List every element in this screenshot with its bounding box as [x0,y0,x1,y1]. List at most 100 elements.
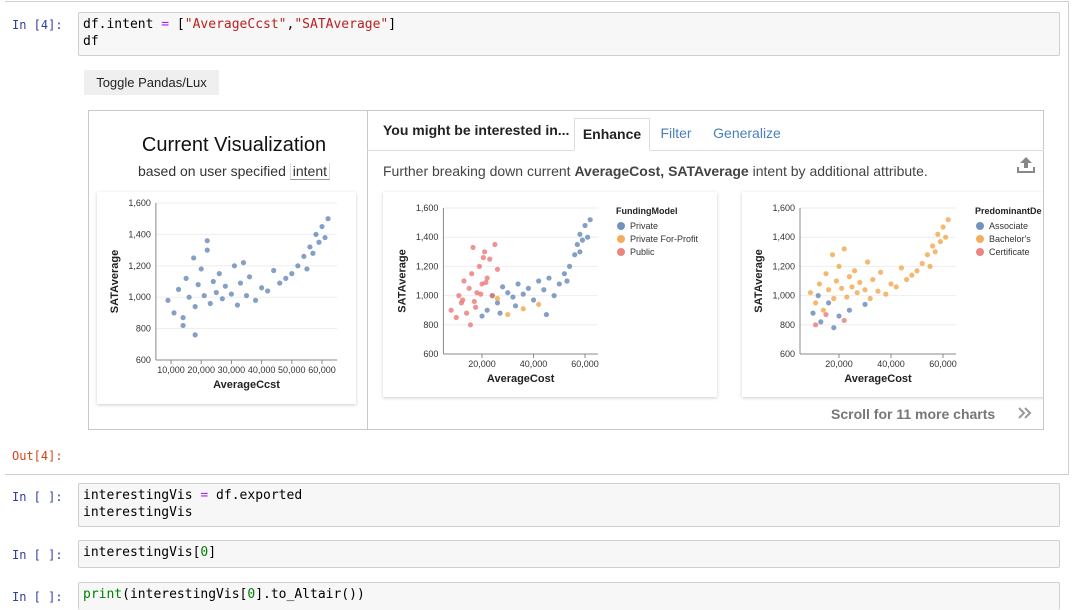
point [301,253,307,259]
scroll-arrows[interactable] [1016,405,1034,421]
point [813,322,819,328]
y-axis-label: SATAverage [396,249,408,312]
point [807,290,814,296]
y-tick-label: 800 [423,320,438,330]
point [862,301,868,307]
point [844,294,850,300]
code-line: df.intent = ["AverageCcst","SATAverage"] [83,16,1055,33]
divider [367,110,368,430]
legend-label: Associate [989,221,1028,231]
rec-description: Further breaking down current AverageCos… [383,163,928,179]
code-token: 0 [247,587,256,602]
point [898,265,905,271]
point [307,244,313,250]
point [564,278,570,284]
code-token: interestingVis[ [83,545,201,560]
point [865,259,871,265]
point [826,287,832,293]
y-axis-label: SATAverage [753,249,765,312]
toggle-button[interactable]: Toggle Pandas/Lux [84,70,219,95]
point [849,284,855,290]
point [487,256,493,262]
code-token: interestingVis [83,488,201,503]
point [243,293,250,299]
code-token: df.intent [83,17,162,32]
tab[interactable]: Filter [660,125,692,141]
point [935,231,941,237]
x-tick-label: 40,000 [520,359,548,369]
export-icon[interactable] [1015,155,1037,175]
point [180,315,186,321]
point [222,283,228,289]
point [246,274,253,280]
tab[interactable]: Enhance [574,118,650,151]
point [536,301,542,307]
point [582,222,588,229]
point [841,246,847,252]
point [483,279,489,286]
point [904,276,910,283]
legend-label: Private For-Profit [630,234,699,244]
rec-chart[interactable]: 600 800 1,000 1,200 1,400 1,600 20,000 40,000 60… [383,192,717,397]
legend-swatch [617,248,625,256]
point [505,290,511,296]
point [940,224,946,230]
tab-underline [367,150,1044,151]
point [815,293,821,299]
point [489,293,495,299]
desc-bold: AverageCost, SATAverage [574,163,749,179]
point [271,267,277,274]
desc-text: Further breaking down current [383,163,575,179]
x-tick-label: 20,000 [825,359,853,369]
point [234,302,241,308]
point [175,286,182,292]
intent-box: intent [289,163,330,180]
code-cell[interactable]: df.intent = ["AverageCcst","SATAverage"]… [78,12,1060,56]
point [888,281,894,287]
point [456,293,462,299]
code-cell[interactable]: print(interestingVis[0].to_Altair()) [78,582,1060,610]
point [484,307,490,313]
point [551,293,557,299]
code-token: interestingVis [83,505,193,520]
point [470,244,476,251]
point [520,306,526,312]
point [240,260,247,266]
point [192,304,198,310]
point [883,291,889,297]
point [810,310,816,316]
scroll-hint[interactable]: Scroll for 11 more charts [831,406,996,422]
point [494,295,501,302]
point [466,285,472,291]
current-subtitle: based on user specified [137,163,286,179]
code-token: "AverageCcst" [184,17,287,32]
point [820,307,827,313]
code-cell[interactable]: interestingVis[0] [78,540,1060,568]
point [295,263,301,269]
point [204,238,210,244]
x-tick-label: 50,000 [278,365,306,375]
point [937,238,944,245]
code-cell[interactable]: interestingVis = df.exported interestingV… [78,483,1060,527]
point [213,289,219,296]
point [852,268,858,274]
tab[interactable]: Generalize [713,125,781,141]
code-token: ] [208,545,217,560]
point [183,275,189,281]
legend-title: PredominantDe [975,206,1042,216]
rec-chart[interactable]: 600 800 1,000 1,200 1,400 1,600 20,000 40,000 60… [742,192,1052,397]
code-token: [ [169,17,185,32]
point [875,288,881,294]
point [310,250,316,256]
point [480,255,486,261]
y-tick-label: 800 [780,320,795,330]
point [945,217,951,223]
point [585,234,591,240]
y-axis-label: SATAverage [109,250,121,313]
point [492,241,498,248]
code-token: , [286,17,295,32]
point [816,281,823,287]
x-tick-label: 60,000 [308,365,336,375]
x-tick-label: 20,000 [187,365,215,375]
point [833,278,840,284]
